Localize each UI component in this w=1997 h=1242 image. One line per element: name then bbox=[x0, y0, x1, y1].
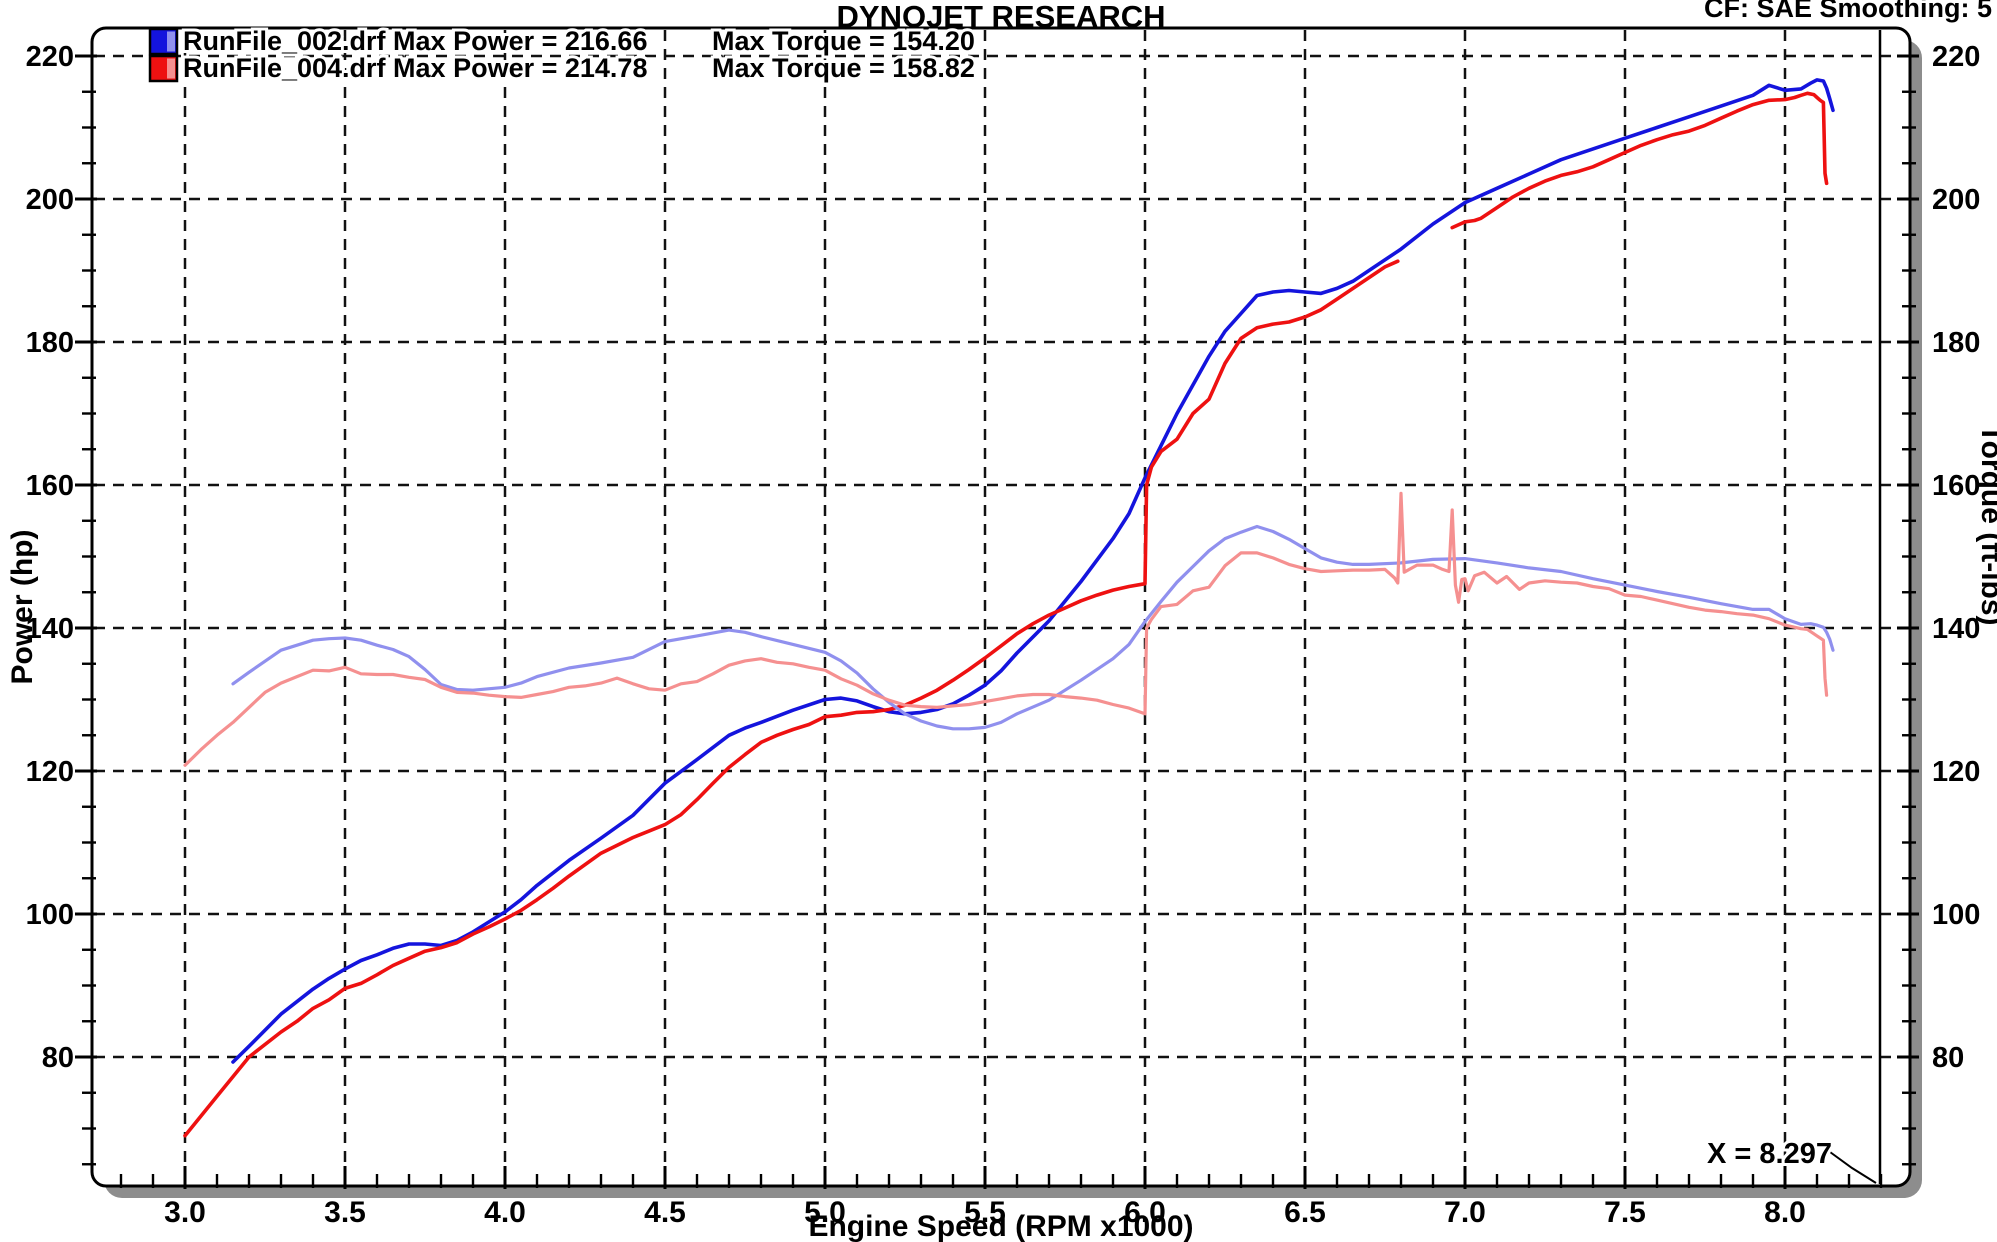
cursor-annotation: X = 8.297 bbox=[1704, 1135, 1877, 1184]
y-right-tick-label-180: 180 bbox=[1932, 327, 1980, 359]
y-right-tick-label-120: 120 bbox=[1932, 756, 1980, 788]
x-tick-label-6.5: 6.5 bbox=[1284, 1196, 1326, 1229]
curve-power-002 bbox=[231, 78, 1835, 1064]
y-axis-left-title: Power (hp) bbox=[6, 530, 39, 685]
y-left-tick-label-120: 120 bbox=[26, 756, 74, 788]
y-left-tick-label-160: 160 bbox=[26, 470, 74, 502]
x-tick-label-8.0: 8.0 bbox=[1764, 1196, 1806, 1229]
cursor-leader-line bbox=[1829, 1151, 1877, 1184]
y-right-tick-label-200: 200 bbox=[1932, 184, 1980, 216]
curves bbox=[183, 78, 1835, 1138]
gridlines bbox=[94, 30, 1908, 1184]
x-tick-label-3.0: 3.0 bbox=[164, 1196, 206, 1229]
x-tick-label-7.5: 7.5 bbox=[1604, 1196, 1646, 1229]
y-left-tick-label-180: 180 bbox=[26, 327, 74, 359]
legend-run004-power: RunFile_004.drf Max Power = 214.78 bbox=[183, 53, 647, 83]
cursor-value-label: X = 8.297 bbox=[1707, 1138, 1832, 1170]
x-tick-label-5.0: 5.0 bbox=[804, 1196, 846, 1229]
y-left-tick-label-200: 200 bbox=[26, 184, 74, 216]
curve-torque-002 bbox=[231, 524, 1835, 731]
chart-title: DYNOJET RESEARCH bbox=[837, 0, 1166, 34]
curve-torque-004 bbox=[183, 491, 1829, 767]
y-right-tick-label-220: 220 bbox=[1932, 41, 1980, 73]
y-left-tick-label-100: 100 bbox=[26, 899, 74, 931]
x-axis-title: Engine Speed (RPM x1000) bbox=[808, 1210, 1193, 1242]
y-right-tick-label-100: 100 bbox=[1932, 899, 1980, 931]
x-tick-label-6.0: 6.0 bbox=[1124, 1196, 1166, 1229]
y-right-tick-label-160: 160 bbox=[1932, 470, 1980, 502]
legend: RunFile_002.drf Max Power = 216.66 Max T… bbox=[148, 23, 978, 86]
x-tick-label-4.0: 4.0 bbox=[484, 1196, 526, 1229]
x-tick-label-4.5: 4.5 bbox=[644, 1196, 686, 1229]
tick-labels: 3.0 3.5 4.0 4.5 5.0 5.5 6.0 6.5 7.0 7.5 8.0 80 100 12… bbox=[26, 41, 1981, 1229]
plot-area bbox=[92, 28, 1910, 1186]
legend-run004-torque: Max Torque = 158.82 bbox=[712, 53, 975, 83]
legend-swatch-run002-light bbox=[167, 31, 175, 52]
x-tick-label-7.0: 7.0 bbox=[1444, 1196, 1486, 1229]
y-left-tick-label-220: 220 bbox=[26, 41, 74, 73]
x-tick-label-5.5: 5.5 bbox=[964, 1196, 1006, 1229]
y-axis-right-title: Torque (ft-lbs) bbox=[1975, 424, 1997, 625]
legend-swatch-run004-light bbox=[167, 58, 175, 79]
y-left-tick-label-140: 140 bbox=[26, 613, 74, 645]
legend-run002-torque: Max Torque = 154.20 bbox=[712, 26, 975, 56]
y-right-tick-label-140: 140 bbox=[1932, 613, 1980, 645]
plot-border bbox=[90, 26, 1912, 1188]
legend-run002-power: RunFile_002.drf Max Power = 216.66 bbox=[183, 26, 647, 56]
y-left-tick-label-80: 80 bbox=[42, 1042, 74, 1074]
curve-power-004-seg1 bbox=[183, 259, 1400, 1138]
curve-power-004-seg2 bbox=[1450, 91, 1829, 230]
x-tick-label-3.5: 3.5 bbox=[324, 1196, 366, 1229]
correction-smoothing-note: CF: SAE Smoothing: 5 bbox=[1704, 0, 1992, 23]
y-right-tick-label-80: 80 bbox=[1932, 1042, 1964, 1074]
